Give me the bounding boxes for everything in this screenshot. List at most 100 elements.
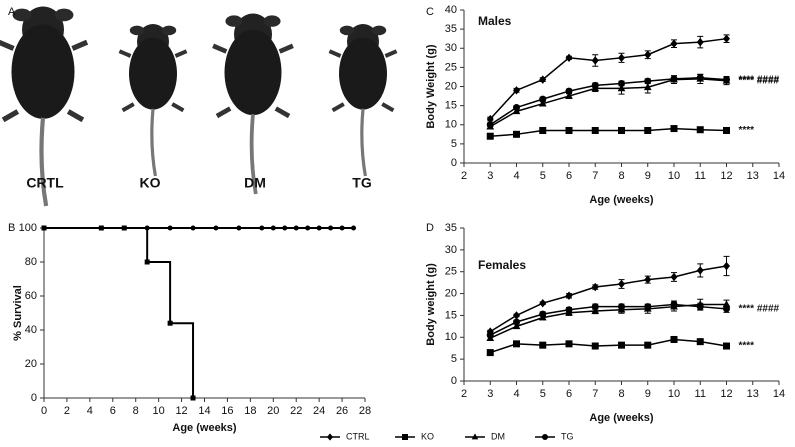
- x-tick-label: 5: [540, 170, 546, 182]
- marker: [644, 303, 652, 311]
- marker: [486, 349, 494, 357]
- y-tick-label: 5: [451, 138, 457, 150]
- series-line: [489, 303, 727, 336]
- x-tick-label: 4: [513, 388, 519, 400]
- marker: [513, 318, 520, 326]
- marker: [591, 282, 599, 292]
- legend-label: KO: [421, 431, 434, 441]
- y-axis-title: % Survival: [12, 285, 24, 341]
- marker: [293, 225, 299, 231]
- x-tick-label: 8: [618, 170, 624, 182]
- mouse-label: CRTL: [26, 175, 64, 191]
- marker: [41, 225, 47, 231]
- series-line: [489, 37, 727, 120]
- mouse-label: KO: [140, 175, 161, 191]
- marker: [565, 126, 573, 134]
- marker: [723, 305, 730, 313]
- x-tick-label: 13: [747, 170, 759, 182]
- marker: [565, 340, 573, 348]
- marker: [644, 126, 652, 134]
- panel-label: D: [426, 222, 434, 234]
- x-tick-label: 18: [244, 405, 256, 417]
- x-axis-title: Age (weeks): [589, 412, 654, 424]
- marker: [591, 306, 600, 314]
- y-tick-label: 60: [25, 290, 37, 302]
- marker: [696, 74, 704, 82]
- x-tick-label: 0: [41, 405, 47, 417]
- marker: [270, 225, 276, 231]
- marker: [723, 76, 730, 84]
- marker: [213, 225, 219, 231]
- x-tick-label: 12: [175, 405, 187, 417]
- series-line: [489, 78, 727, 128]
- y-tick-label: 80: [25, 256, 37, 268]
- survival-line: [44, 227, 195, 398]
- marker: [643, 83, 652, 91]
- marker: [644, 50, 652, 59]
- marker: [696, 37, 704, 47]
- marker: [305, 225, 311, 231]
- marker: [591, 56, 599, 65]
- marker: [723, 261, 730, 271]
- x-tick-label: 9: [645, 388, 651, 400]
- x-tick-label: 3: [487, 388, 493, 400]
- marker: [327, 433, 333, 441]
- x-tick-label: 14: [773, 388, 785, 400]
- marker: [591, 303, 599, 311]
- x-tick-label: 10: [153, 405, 165, 417]
- legend-label: TG: [561, 431, 574, 441]
- marker: [513, 340, 520, 348]
- marker: [513, 130, 520, 138]
- x-tick-label: 6: [566, 170, 572, 182]
- marker: [565, 91, 573, 99]
- x-tick-label: 3: [487, 170, 493, 182]
- y-tick-label: 0: [451, 375, 457, 387]
- marker: [539, 95, 547, 103]
- marker: [670, 125, 678, 133]
- marker: [565, 306, 573, 314]
- x-tick-label: 4: [87, 405, 93, 417]
- marker: [328, 225, 334, 231]
- x-tick-label: 2: [461, 388, 467, 400]
- marker: [402, 434, 408, 440]
- marker: [618, 79, 625, 87]
- y-tick-label: 25: [445, 61, 457, 73]
- marker: [539, 126, 547, 134]
- x-tick-label: 26: [336, 405, 348, 417]
- x-tick-label: 24: [313, 405, 325, 417]
- marker: [565, 87, 573, 95]
- y-tick-label: 25: [445, 266, 457, 278]
- marker: [644, 77, 652, 85]
- marker: [486, 331, 494, 339]
- marker: [618, 341, 625, 349]
- marker: [539, 310, 547, 318]
- x-tick-label: 22: [290, 405, 302, 417]
- marker: [486, 121, 494, 129]
- x-tick-label: 12: [720, 170, 732, 182]
- marker: [618, 126, 625, 134]
- y-tick-label: 10: [445, 331, 457, 343]
- marker: [644, 275, 652, 284]
- series-line: [490, 127, 727, 137]
- legend-label: CTRL: [346, 431, 370, 441]
- series-line: [489, 76, 727, 126]
- x-tick-label: 14: [773, 170, 785, 182]
- marker: [696, 266, 704, 275]
- marker: [696, 303, 704, 311]
- marker: [539, 341, 547, 349]
- marker: [339, 225, 345, 231]
- marker: [565, 53, 573, 63]
- marker: [486, 114, 494, 124]
- y-tick-label: 10: [445, 119, 457, 131]
- marker: [617, 84, 626, 92]
- marker: [542, 434, 548, 440]
- marker: [190, 395, 196, 401]
- y-tick-label: 40: [445, 4, 457, 16]
- marker: [618, 279, 625, 289]
- legend-label: DM: [491, 431, 505, 441]
- mouse-label: DM: [244, 175, 266, 191]
- x-tick-label: 8: [133, 405, 139, 417]
- marker: [167, 320, 173, 326]
- x-tick-label: 2: [64, 405, 70, 417]
